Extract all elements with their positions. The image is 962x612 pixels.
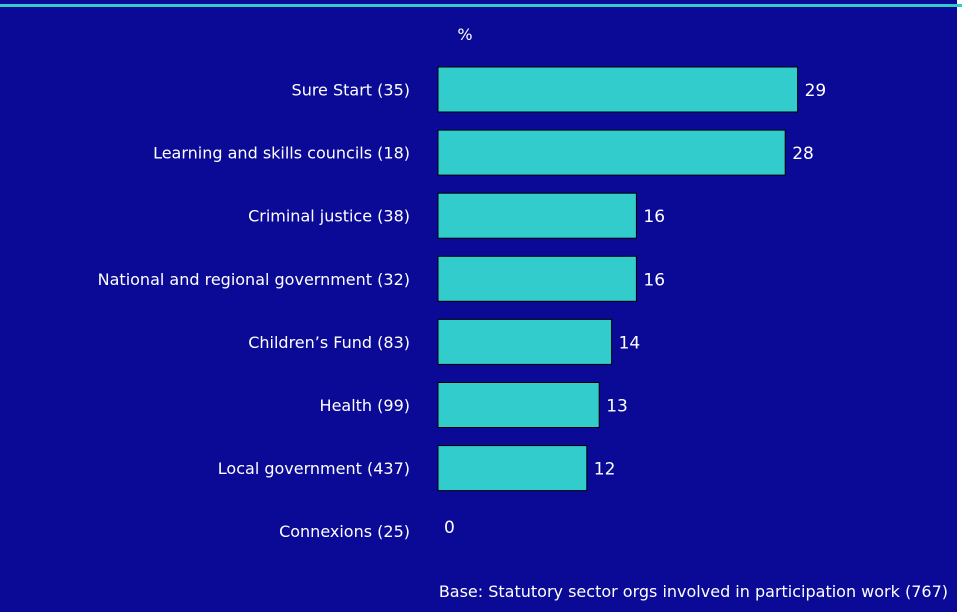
bar-group: National and regional government (32) 16 xyxy=(98,255,665,302)
value-label: 28 xyxy=(792,144,814,164)
bar xyxy=(437,382,600,428)
unit-label: % xyxy=(457,25,472,44)
bar xyxy=(437,129,786,176)
bar-group: Connexions (25) 0 xyxy=(279,518,455,541)
value-label: 0 xyxy=(444,518,455,538)
value-label: 14 xyxy=(619,333,641,353)
bar xyxy=(437,192,637,239)
category-label: Learning and skills councils (18) xyxy=(153,144,410,163)
bar-group: Sure Start (35) 29 xyxy=(292,66,827,113)
value-label: 16 xyxy=(643,270,665,290)
value-label: 12 xyxy=(594,460,616,480)
category-label: Criminal justice (38) xyxy=(248,207,410,226)
category-label: Health (99) xyxy=(320,396,410,415)
value-label: 29 xyxy=(805,81,827,101)
bar-group: Children’s Fund (83) 14 xyxy=(248,318,641,365)
bars-layer: Sure Start (35) 29 Learning and skills cou… xyxy=(98,66,827,541)
base-footnote: Base: Statutory sector orgs involved in … xyxy=(439,582,948,601)
bar-group: Criminal justice (38) 16 xyxy=(248,192,665,239)
bar xyxy=(437,255,637,302)
category-label: Children’s Fund (83) xyxy=(248,333,410,352)
category-label: National and regional government (32) xyxy=(98,270,410,289)
bar-group: Learning and skills councils (18) 28 xyxy=(153,129,814,176)
bar xyxy=(437,318,613,365)
bar-group: Local government (437) 12 xyxy=(218,445,616,492)
bar-group: Health (99) 13 xyxy=(320,382,628,428)
category-label: Sure Start (35) xyxy=(292,81,410,100)
category-label: Local government (437) xyxy=(218,459,410,478)
value-label: 13 xyxy=(606,397,628,417)
value-label: 16 xyxy=(643,207,665,227)
bar xyxy=(437,445,588,492)
top-rule xyxy=(0,4,962,7)
category-label: Connexions (25) xyxy=(279,522,410,541)
bar xyxy=(437,66,799,113)
